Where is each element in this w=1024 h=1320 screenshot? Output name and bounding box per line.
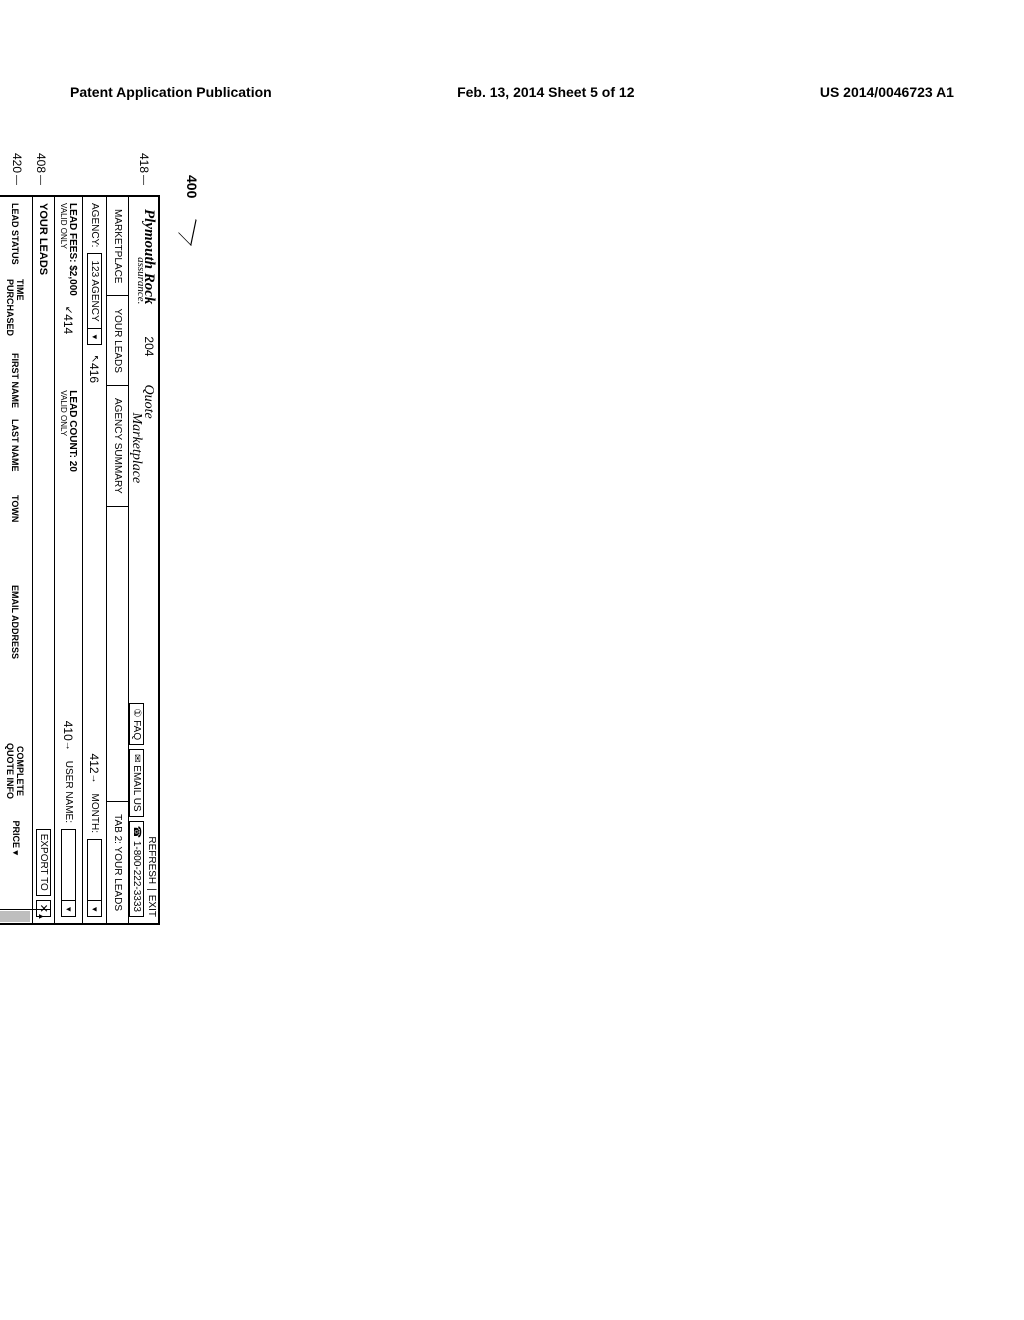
col-price[interactable]: PRICE ▾ xyxy=(10,807,21,863)
scroll-up-button[interactable]: ▲ xyxy=(32,910,50,923)
username-label: USER NAME: xyxy=(63,761,74,823)
agency-row: AGENCY: 123 AGENCY ▾ ↖416 412→ MONTH: ▾ xyxy=(82,197,106,923)
ref-414: ↙414 xyxy=(62,306,76,334)
col-last[interactable]: LAST NAME xyxy=(11,419,21,495)
scroll-thumb[interactable] xyxy=(0,911,30,922)
pub-left: Patent Application Publication xyxy=(70,84,272,100)
refresh-link[interactable]: REFRESH xyxy=(147,836,158,884)
export-button[interactable]: EXPORT TO xyxy=(36,829,51,896)
fees-row: LEAD FEES: $2,000 VALID ONLY ↙414 LEAD C… xyxy=(54,197,82,923)
month-label: MONTH: xyxy=(89,794,100,833)
patent-header: Patent Application Publication Feb. 13, … xyxy=(70,84,954,100)
pub-right: US 2014/0046723 A1 xyxy=(820,84,954,100)
month-select[interactable]: ▾ xyxy=(87,839,102,917)
pub-center: Feb. 13, 2014 Sheet 5 of 12 xyxy=(457,84,634,100)
top-bar: Plymouth Rock assurance. 204 Quote Marke… xyxy=(128,197,158,923)
brand-logo: Plymouth Rock assurance. xyxy=(137,209,156,304)
app-panel: 418— Plymouth Rock assurance. 204 Quote … xyxy=(0,195,160,925)
leads-section-header: YOUR LEADS EXPORT TO ✕ xyxy=(32,197,54,923)
section-title: YOUR LEADS xyxy=(38,203,50,275)
figure-wrap: 400 418— Plymouth Rock assurance. 204 Qu… xyxy=(0,195,160,925)
tab-2-your-leads[interactable]: TAB 2: YOUR LEADS xyxy=(107,801,128,923)
faq-button[interactable]: ① FAQ xyxy=(130,703,145,745)
col-time[interactable]: TIME PURCHASED xyxy=(6,279,26,353)
table-header-row: LEAD STATUS TIME PURCHASED FIRST NAME LA… xyxy=(0,197,32,923)
scrollbar[interactable]: ▲ ▼ xyxy=(0,909,50,923)
dropdown-icon: ▾ xyxy=(88,900,101,916)
col-status[interactable]: LEAD STATUS xyxy=(11,197,21,279)
agency-select[interactable]: 123 AGENCY ▾ xyxy=(87,253,102,344)
ref-418: 418— xyxy=(137,153,151,185)
ref-408: 408— xyxy=(34,153,48,185)
ref-420: 420— xyxy=(10,153,24,185)
dropdown-icon: ▾ xyxy=(62,900,75,916)
lead-fees: LEAD FEES: $2,000 VALID ONLY xyxy=(60,203,78,296)
phone-button[interactable]: ☎ 1-800-222-3333 xyxy=(130,821,145,917)
ref-410: 410→ xyxy=(62,721,76,751)
tabs-row: MARKETPLACE YOUR LEADS AGENCY SUMMARY TA… xyxy=(106,197,128,923)
agency-label: AGENCY: xyxy=(89,203,100,247)
lead-count: LEAD COUNT: 20 VALID ONLY xyxy=(60,390,78,472)
tab-your-leads[interactable]: YOUR LEADS xyxy=(107,296,128,385)
tab-marketplace[interactable]: MARKETPLACE xyxy=(107,197,128,296)
col-town[interactable]: TOWN xyxy=(11,495,21,585)
email-us-button[interactable]: ✉ EMAIL US xyxy=(130,749,145,816)
exit-link[interactable]: EXIT xyxy=(147,895,158,917)
ref-400: 400 xyxy=(184,175,200,198)
product-name: Quote Marketplace xyxy=(131,384,155,483)
col-email[interactable]: EMAIL ADDRESS xyxy=(11,585,21,735)
col-quote[interactable]: COMPLETE QUOTE INFO xyxy=(6,735,26,807)
col-first[interactable]: FIRST NAME xyxy=(11,353,21,419)
tab-agency-summary[interactable]: AGENCY SUMMARY xyxy=(107,386,128,507)
ref-204: 204 xyxy=(142,336,156,356)
ref-416: ↖416 xyxy=(88,355,102,383)
ref-412: 412→ xyxy=(88,754,102,784)
username-select[interactable]: ▾ xyxy=(61,829,76,917)
dropdown-icon: ▾ xyxy=(88,328,101,344)
